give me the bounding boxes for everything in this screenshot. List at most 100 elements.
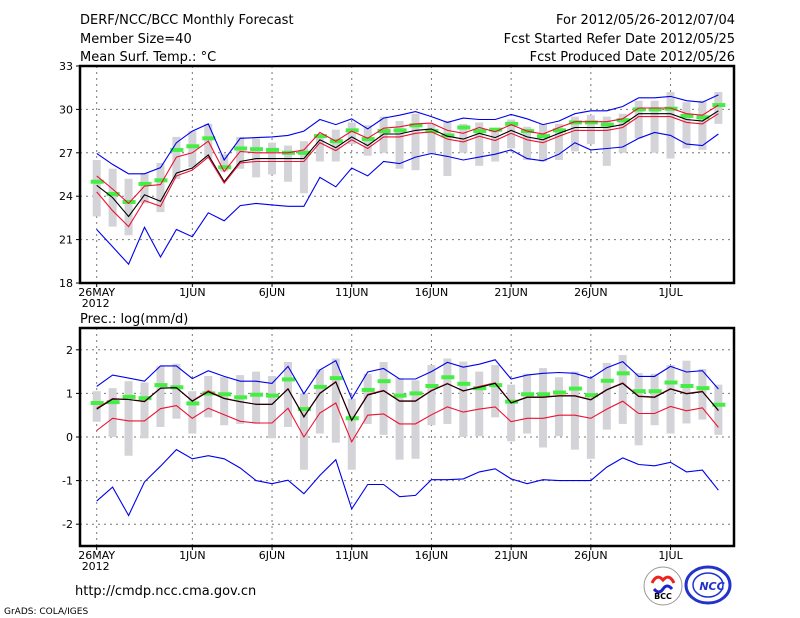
spread-bar (379, 362, 388, 435)
spread-bar (427, 365, 436, 426)
red-lower-line (96, 400, 719, 444)
forecast-period: For 2012/05/26-2012/07/04 (556, 13, 735, 28)
green-marker (266, 393, 280, 398)
green-marker (281, 377, 295, 382)
green-marker (329, 376, 343, 381)
spread-bar (570, 116, 579, 152)
green-marker (361, 137, 375, 142)
green-marker (457, 381, 471, 386)
x-tick-label: 11JUN (335, 549, 369, 562)
y-tick-label: 24 (59, 190, 73, 203)
spread-bar (315, 369, 324, 434)
x-tick-label: 6JUN (259, 549, 286, 562)
spread-bar (459, 361, 468, 437)
green-marker (600, 378, 614, 383)
red-lower-line (96, 113, 719, 228)
spread-bar (570, 371, 579, 450)
green-marker (441, 133, 455, 138)
green-marker (250, 392, 264, 397)
spread-bar (634, 372, 643, 446)
green-marker (313, 384, 327, 389)
spread-bar (283, 145, 292, 182)
spread-bar (140, 173, 149, 204)
spread-bar (411, 380, 420, 459)
green-marker (552, 128, 566, 133)
spread-bar (602, 116, 611, 166)
green-marker (377, 129, 391, 134)
green-marker (473, 386, 487, 391)
y-tick-label: 1 (66, 387, 73, 400)
spread-bar (315, 133, 324, 162)
spread-bar (618, 355, 627, 424)
green-marker (489, 127, 503, 132)
spread-bar (379, 116, 388, 153)
precipitation-panel: -2 -1 0 1 2 26MAY 1JUN 6JUN 11JUN 16JUN 21JUN 26JUN… (62, 326, 736, 573)
green-marker (250, 147, 264, 152)
spread-bar (491, 365, 500, 418)
spread-bar (507, 384, 516, 442)
x-tick-label: 6JUN (259, 286, 286, 299)
y-tick-label: 30 (59, 103, 73, 116)
green-marker (170, 147, 184, 152)
green-marker (505, 399, 519, 404)
spread-bar (539, 368, 548, 448)
spread-bar (714, 92, 723, 124)
green-marker (712, 103, 726, 108)
variable-label: Mean Surf. Temp.: °C (80, 50, 216, 65)
spread-bar (299, 393, 308, 470)
spread-bar (220, 154, 229, 172)
green-marker (234, 395, 248, 400)
spread-bar (602, 362, 611, 430)
spread-bar (331, 129, 340, 162)
green-marker (632, 389, 646, 394)
x-tick-label: 21JUN (494, 286, 528, 299)
spread-bar (204, 375, 213, 418)
green-marker (537, 134, 551, 139)
green-marker (186, 144, 200, 149)
x-tick-label: 26MAY (78, 549, 115, 562)
green-marker (297, 150, 311, 155)
green-marker (377, 379, 391, 384)
green-marker (138, 181, 152, 186)
produced-date: Fcst Produced Date 2012/05/26 (530, 50, 735, 65)
green-marker (106, 400, 120, 405)
spread-bar (283, 362, 292, 427)
y-tick-label: 21 (59, 234, 73, 247)
green-marker (218, 392, 232, 397)
x-tick-label: 26MAY (78, 286, 115, 299)
spread-bar (586, 115, 595, 145)
precip-panel-title: Prec.: log(mm/d) (80, 312, 188, 327)
green-marker (584, 120, 598, 125)
plot-frame (78, 64, 736, 285)
year-label: 2012 (82, 560, 110, 573)
spread-bar (299, 141, 308, 194)
green-marker (457, 125, 471, 130)
spread-bar (124, 381, 133, 456)
spread-bar (459, 123, 468, 153)
y-tick-label: 0 (66, 431, 73, 444)
green-marker (90, 400, 104, 405)
green-marker (632, 107, 646, 112)
spread-bar (347, 122, 356, 145)
temperature-panel: 18 21 24 27 30 33 26MAY 1JUN 6JUN 11JUN 16JUN 21JUN… (59, 60, 736, 310)
spread-bar (554, 377, 563, 437)
spread-bar (443, 358, 452, 424)
spread-bar (682, 102, 691, 149)
spread-bar (331, 358, 340, 443)
spread-bar (220, 376, 229, 426)
red-upper-line (96, 104, 719, 205)
y-tick-label: 27 (59, 147, 73, 160)
green-marker (234, 146, 248, 151)
spread-bar (475, 371, 484, 437)
green-marker (122, 394, 136, 399)
plot-frame (78, 326, 736, 548)
blue-lower-line (96, 131, 719, 266)
green-marker (712, 402, 726, 407)
green-marker (680, 113, 694, 118)
x-tick-label: 21JUN (494, 549, 528, 562)
green-marker (218, 165, 232, 170)
spread-bar (523, 373, 532, 434)
spread-bar (698, 368, 707, 420)
spread-bar (124, 178, 133, 236)
spread-bar (347, 398, 356, 470)
